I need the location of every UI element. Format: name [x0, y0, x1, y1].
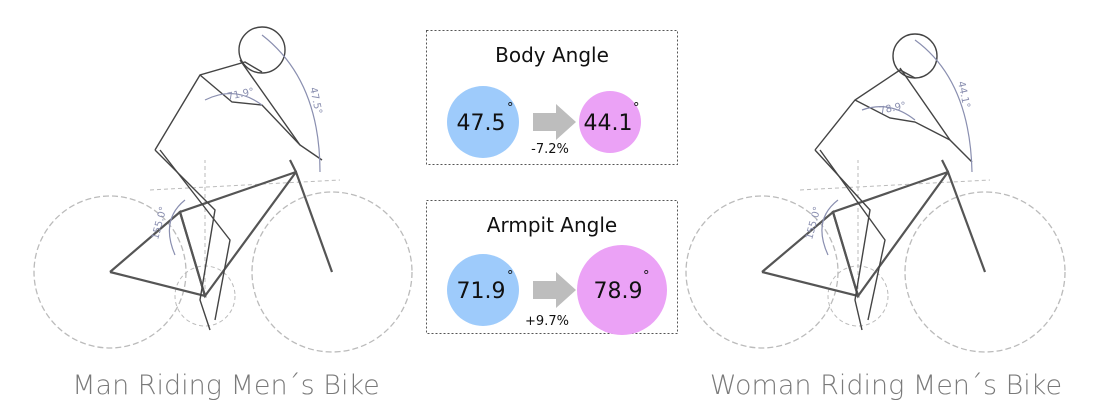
caption: Man Riding Men´s Bike: [72, 370, 380, 401]
after-value: 44.1: [584, 111, 633, 136]
bike-sketch-woman: 78.9° 44.1° 155.0°: [685, 33, 1066, 353]
before-value: 47.5: [457, 111, 506, 136]
box-title: Armpit Angle: [487, 213, 617, 237]
box-border: [426, 30, 678, 165]
comparison-box: Armpit Angle 71.9 ° +9.7% 78.9 °: [426, 200, 678, 335]
degree: °: [507, 269, 514, 284]
change: -7.2%: [531, 142, 569, 157]
comparison-box: Body Angle 47.5 ° -7.2% 44.1 °: [426, 30, 678, 165]
arrow: [533, 272, 576, 308]
degree: °: [507, 101, 514, 116]
before-circle: [447, 254, 519, 326]
caption: Woman Riding Men´s Bike: [710, 370, 1062, 401]
degree: °: [643, 269, 650, 284]
angle-annotation: 71.9°: [226, 87, 255, 103]
before-value: 71.9: [457, 279, 506, 304]
before-circle: [447, 86, 519, 158]
degree: °: [633, 101, 640, 116]
angle-annotation: 78.9°: [878, 101, 907, 117]
box-border: [426, 200, 678, 334]
after-circle: [579, 91, 641, 153]
box-title: Body Angle: [495, 43, 609, 67]
after-circle: [577, 245, 667, 335]
arrow: [533, 104, 576, 140]
change: +9.7%: [525, 314, 569, 329]
after-value: 78.9: [594, 279, 643, 304]
bike-sketch-man: 71.9° 47.5° 155.0°: [33, 26, 413, 353]
